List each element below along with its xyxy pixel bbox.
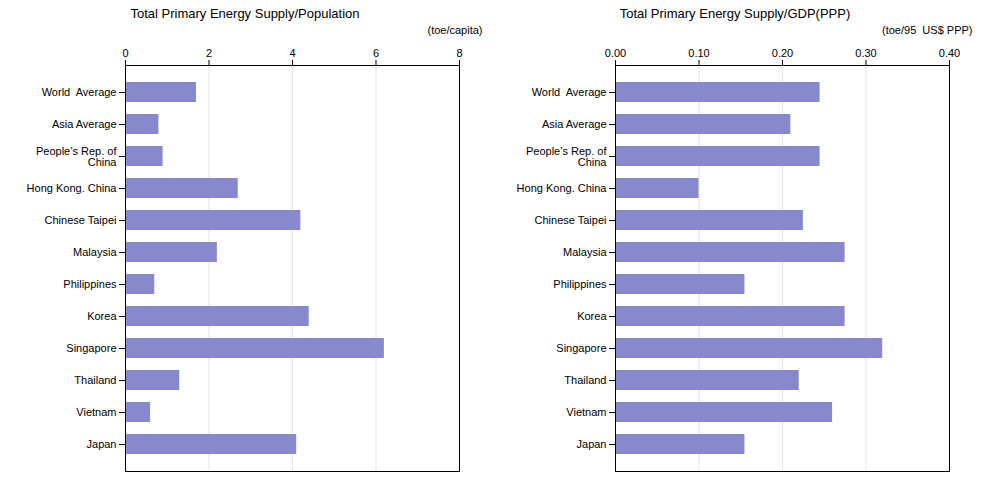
- svg-text:(toe/capita): (toe/capita): [427, 24, 482, 36]
- svg-text:Singapore: Singapore: [556, 342, 606, 354]
- html-text:Total Primary Energy Supply/Po: Total Primary Energy Supply/Population: [130, 6, 360, 21]
- svg-text:0.40: 0.40: [939, 47, 960, 59]
- svg-text:Thailand: Thailand: [74, 374, 116, 386]
- svg-text:Thailand: Thailand: [564, 374, 606, 386]
- svg-text:Japan: Japan: [577, 438, 607, 450]
- svg-text:0.00: 0.00: [605, 47, 626, 59]
- svg-text:0.30: 0.30: [855, 47, 876, 59]
- html-text:Total Primary Energy Supply/GD: Total Primary Energy Supply/GDP(PPP): [619, 6, 851, 21]
- svg-text:Chinese Taipei: Chinese Taipei: [45, 214, 117, 226]
- svg-text:Malaysia: Malaysia: [73, 246, 117, 258]
- svg-text:Japan: Japan: [87, 438, 117, 450]
- svg-text:2: 2: [206, 47, 212, 59]
- svg-text:0.10: 0.10: [688, 47, 709, 59]
- svg-text:Asia Average: Asia Average: [542, 118, 607, 130]
- svg-text:Philippines: Philippines: [553, 278, 607, 290]
- svg-text:Singapore: Singapore: [66, 342, 116, 354]
- svg-text:World Average: World Average: [532, 86, 607, 98]
- svg-text:0.20: 0.20: [772, 47, 793, 59]
- svg-text:World Average: World Average: [42, 86, 117, 98]
- svg-text:8: 8: [456, 47, 462, 59]
- svg-text:Asia Average: Asia Average: [52, 118, 117, 130]
- svg-text:Malaysia: Malaysia: [563, 246, 607, 258]
- svg-text:Korea: Korea: [87, 310, 117, 322]
- svg-text:People’s Rep. ofChina: People’s Rep. ofChina: [36, 145, 117, 168]
- svg-text:6: 6: [373, 47, 379, 59]
- svg-text:Philippines: Philippines: [63, 278, 117, 290]
- svg-text:Vietnam: Vietnam: [76, 406, 116, 418]
- svg-text:4: 4: [289, 47, 295, 59]
- svg-text:People’s Rep. ofChina: People’s Rep. ofChina: [526, 145, 607, 168]
- svg-text:(toe/95 US$ PPP): (toe/95 US$ PPP): [882, 24, 973, 36]
- svg-text:Vietnam: Vietnam: [566, 406, 606, 418]
- svg-text:0: 0: [122, 47, 128, 59]
- svg-text:Hong Kong. China: Hong Kong. China: [517, 182, 608, 194]
- svg-text:Korea: Korea: [577, 310, 607, 322]
- svg-text:Chinese Taipei: Chinese Taipei: [535, 214, 607, 226]
- svg-text:Hong Kong. China: Hong Kong. China: [27, 182, 118, 194]
